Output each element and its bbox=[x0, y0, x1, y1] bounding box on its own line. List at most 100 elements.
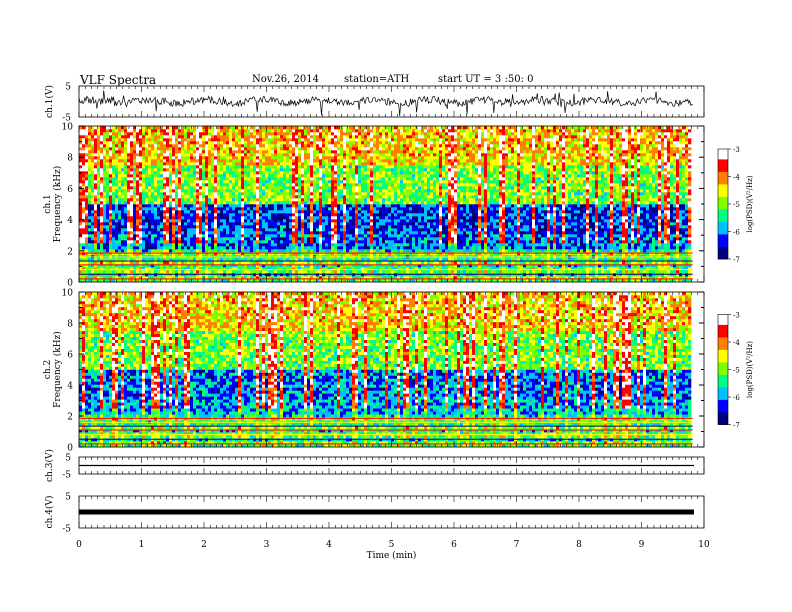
spectrogram-cell bbox=[217, 222, 221, 226]
spectrogram-cell bbox=[340, 165, 344, 169]
spectrogram-cell bbox=[352, 186, 356, 190]
spectrogram-cell bbox=[328, 132, 332, 136]
spectrogram-cell bbox=[184, 264, 188, 268]
spectrogram-cell bbox=[196, 177, 200, 181]
spectrogram-cell bbox=[166, 162, 170, 166]
spectrogram-cell bbox=[160, 165, 164, 169]
spectrogram-cell bbox=[142, 147, 146, 151]
spectrogram-cell bbox=[277, 138, 281, 142]
spectrogram-cell bbox=[202, 213, 206, 217]
spectrogram-cell bbox=[226, 270, 230, 274]
spectrogram-cell bbox=[283, 270, 287, 274]
spectrogram-cell bbox=[220, 126, 224, 130]
spectrogram-cell bbox=[226, 249, 230, 253]
spectrogram-cell bbox=[115, 216, 119, 220]
spectrogram-cell bbox=[121, 267, 125, 271]
spectrogram-cell bbox=[322, 189, 326, 193]
spectrogram-cell bbox=[340, 174, 344, 178]
spectrogram-cell bbox=[223, 165, 227, 169]
spectrogram-cell bbox=[106, 141, 110, 145]
spectrogram-cell bbox=[184, 204, 188, 208]
spectrogram-cell bbox=[280, 237, 284, 241]
spectrogram-cell bbox=[349, 198, 353, 202]
spectrogram-cell bbox=[226, 189, 230, 193]
spectrogram-cell bbox=[268, 204, 272, 208]
spectrogram-cell bbox=[352, 171, 356, 175]
spectrogram-cell bbox=[241, 261, 245, 265]
spectrogram-cell bbox=[307, 159, 311, 163]
spectrogram-cell bbox=[352, 147, 356, 151]
spectrogram-cell bbox=[241, 192, 245, 196]
spectrogram-cell bbox=[139, 141, 143, 145]
spectrogram-cell bbox=[355, 132, 359, 136]
spectrogram-cell bbox=[103, 189, 107, 193]
spectrogram-cell bbox=[217, 156, 221, 160]
spectrogram-cell bbox=[106, 171, 110, 175]
spectrogram-cell bbox=[313, 189, 317, 193]
spectrogram-cell bbox=[115, 213, 119, 217]
spectrogram-cell bbox=[82, 228, 86, 232]
spectrogram-cell bbox=[187, 195, 191, 199]
spectrogram-cell bbox=[118, 141, 122, 145]
spectrogram-cell bbox=[334, 213, 338, 217]
spectrogram-cell bbox=[307, 135, 311, 139]
spectrogram-cell bbox=[85, 258, 89, 262]
spectrogram-cell bbox=[100, 174, 104, 178]
spectrogram-cell bbox=[106, 165, 110, 169]
spectrogram-cell bbox=[352, 180, 356, 184]
spectrogram-cell bbox=[133, 258, 137, 262]
spectrogram-cell bbox=[277, 252, 281, 256]
spectrogram-cell bbox=[145, 171, 149, 175]
spectrogram-cell bbox=[94, 201, 98, 205]
spectrogram-cell bbox=[334, 243, 338, 247]
spectrogram-cell bbox=[166, 249, 170, 253]
spectrogram-cell bbox=[97, 222, 101, 226]
spectrogram-cell bbox=[283, 279, 287, 283]
spectrogram-cell bbox=[154, 276, 158, 280]
spectrogram-cell bbox=[136, 183, 140, 187]
spectrogram-cell bbox=[334, 276, 338, 280]
spectrogram-cell bbox=[316, 174, 320, 178]
spectrogram-cell bbox=[304, 138, 308, 142]
spectrogram-cell bbox=[235, 198, 239, 202]
spectrogram-cell bbox=[322, 207, 326, 211]
spectrogram-cell bbox=[130, 162, 134, 166]
spectrogram-cell bbox=[247, 258, 251, 262]
spectrogram-cell bbox=[142, 135, 146, 139]
spectrogram-cell bbox=[337, 228, 341, 232]
spectrogram-cell bbox=[187, 267, 191, 271]
spectrogram-cell bbox=[250, 144, 254, 148]
spectrogram-cell bbox=[226, 234, 230, 238]
spectrogram-cell bbox=[184, 165, 188, 169]
spectrogram-cell bbox=[124, 234, 128, 238]
spectrogram-cell bbox=[229, 171, 233, 175]
spectrogram-cell bbox=[295, 228, 299, 232]
spectrogram-cell bbox=[283, 228, 287, 232]
spectrogram-cell bbox=[238, 216, 242, 220]
spectrogram-cell bbox=[316, 195, 320, 199]
spectrogram-cell bbox=[304, 135, 308, 139]
spectrogram-cell bbox=[211, 231, 215, 235]
spectrogram-cell bbox=[358, 228, 362, 232]
spectrogram-cell bbox=[172, 219, 176, 223]
spectrogram-cell bbox=[259, 174, 263, 178]
spectrogram-cell bbox=[208, 129, 212, 133]
spectrogram-cell bbox=[343, 168, 347, 172]
spectrogram-cell bbox=[166, 270, 170, 274]
spectrogram-cell bbox=[349, 222, 353, 226]
spectrogram-cell bbox=[265, 132, 269, 136]
spectrogram-cell bbox=[298, 162, 302, 166]
spectrogram-cell bbox=[235, 156, 239, 160]
spectrogram-cell bbox=[364, 234, 368, 238]
spectrogram-cell bbox=[151, 195, 155, 199]
spectrogram-cell bbox=[331, 243, 335, 247]
spectrogram-cell bbox=[142, 270, 146, 274]
spectrogram-cell bbox=[289, 237, 293, 241]
spectrogram-cell bbox=[172, 204, 176, 208]
spectrogram-cell bbox=[181, 228, 185, 232]
spectrogram-cell bbox=[109, 138, 113, 142]
spectrogram-cell bbox=[298, 270, 302, 274]
spectrogram-cell bbox=[148, 252, 152, 256]
spectrogram-cell bbox=[148, 201, 152, 205]
spectrogram-cell bbox=[85, 210, 89, 214]
